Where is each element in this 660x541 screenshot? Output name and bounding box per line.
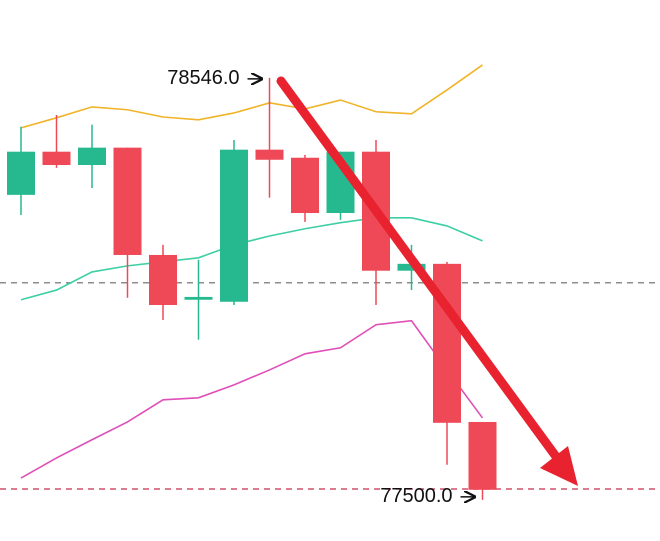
candle-body: [184, 296, 213, 300]
candle-body: [220, 149, 248, 302]
candle-body: [255, 149, 284, 160]
candle-body: [149, 254, 177, 305]
candle-body: [397, 263, 426, 271]
candle-body: [42, 151, 71, 166]
indicator-line: [20, 319, 484, 479]
price-label: 77500.0: [380, 485, 452, 507]
candle-body: [291, 157, 319, 214]
indicator-line: [20, 217, 483, 301]
trend-arrowhead: [540, 446, 578, 486]
candle-body: [113, 147, 142, 255]
price-label: 78546.0: [167, 67, 239, 89]
indicator-line: [20, 64, 483, 129]
candle-body: [7, 151, 35, 195]
candle-body: [78, 147, 106, 166]
candle-body: [468, 421, 497, 490]
trend-arrow: [276, 76, 565, 467]
